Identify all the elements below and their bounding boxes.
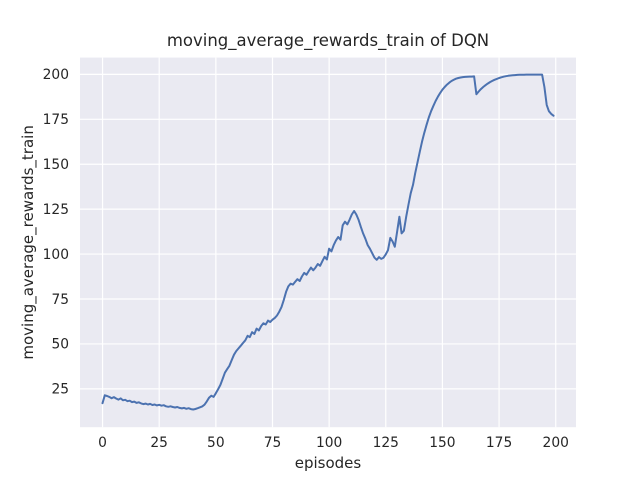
chart-title: moving_average_rewards_train of DQN <box>167 31 489 51</box>
x-tick-label: 50 <box>207 435 225 451</box>
x-axis-label: episodes <box>295 454 362 472</box>
y-tick-label: 50 <box>51 337 69 353</box>
plot-area <box>80 57 576 428</box>
x-axis-tick-labels: 0 25 50 75 100 125 150 175 200 <box>98 435 569 451</box>
x-tick-label: 200 <box>543 435 569 451</box>
dqn-reward-line <box>101 73 555 411</box>
y-axis-tick-labels: 25 50 75 100 125 150 175 200 <box>43 67 69 397</box>
x-tick-label: 75 <box>264 435 282 451</box>
y-axis-label: moving_average_rewards_train <box>19 125 38 359</box>
y-tick-label: 200 <box>43 67 69 83</box>
x-tick-label: 0 <box>98 435 107 451</box>
y-tick-label: 175 <box>43 112 69 128</box>
y-tick-label: 25 <box>51 382 69 398</box>
x-tick-label: 150 <box>429 435 455 451</box>
x-tick-label: 25 <box>150 435 168 451</box>
x-tick-label: 100 <box>316 435 342 451</box>
y-tick-label: 75 <box>51 292 69 308</box>
y-tick-label: 125 <box>43 202 69 218</box>
x-tick-label: 175 <box>486 435 512 451</box>
y-tick-label: 100 <box>43 247 69 263</box>
x-tick-label: 125 <box>373 435 399 451</box>
y-tick-label: 150 <box>43 157 69 173</box>
